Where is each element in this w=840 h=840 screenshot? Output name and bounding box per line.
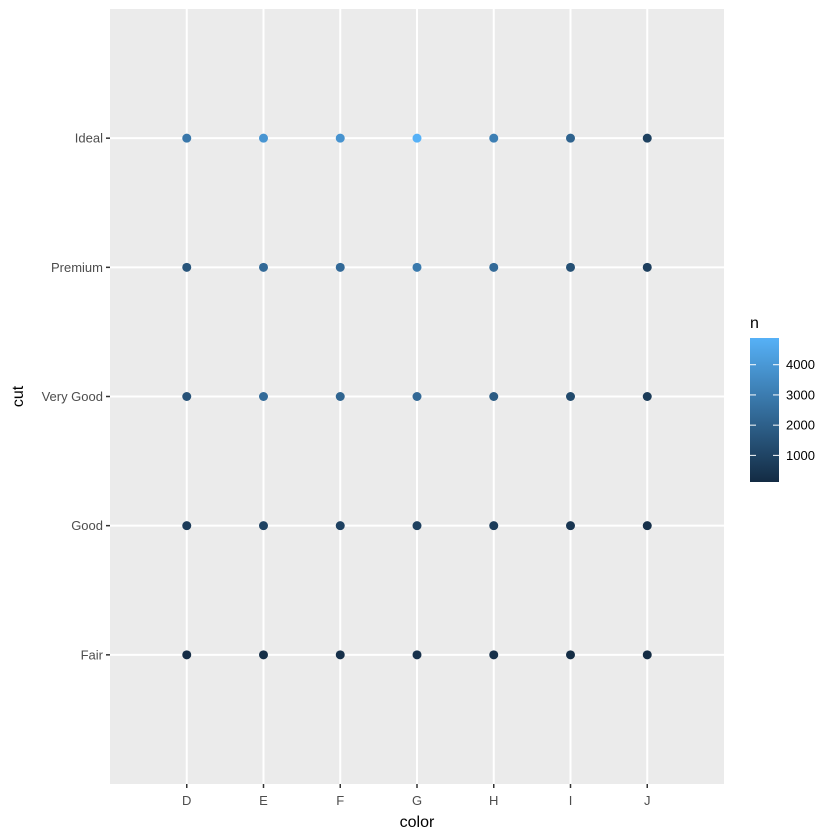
x-tick-label: G (412, 793, 422, 808)
x-tick-label: I (569, 793, 573, 808)
legend-tick-label: 2000 (786, 418, 815, 433)
y-tick-label: Fair (81, 647, 104, 662)
data-point (182, 133, 192, 143)
x-axis: D E F G H I J (182, 784, 651, 808)
data-point (335, 262, 345, 272)
x-tick-label: F (336, 793, 344, 808)
data-point (489, 650, 499, 660)
data-point (412, 650, 422, 660)
data-point (566, 133, 575, 143)
legend-title: n (750, 315, 759, 332)
data-point (259, 521, 268, 531)
legend: n 1000 2000 3000 4000 (750, 315, 815, 482)
data-point (412, 392, 422, 401)
data-point (489, 262, 499, 272)
data-point (335, 133, 345, 143)
y-axis: Fair Good Very Good Premium Ideal (42, 131, 110, 662)
data-point (642, 133, 652, 143)
y-tick-label: Very Good (42, 389, 103, 404)
data-point (566, 650, 575, 660)
data-point (642, 521, 652, 531)
legend-colorbar (750, 338, 779, 482)
data-point (489, 392, 499, 401)
data-point (335, 650, 345, 660)
legend-tick-label: 1000 (786, 448, 815, 463)
legend-ticks: 1000 2000 3000 4000 (750, 357, 815, 463)
y-tick-label: Premium (51, 260, 103, 275)
data-point (259, 392, 268, 401)
x-tick-label: H (489, 793, 498, 808)
y-axis-title: cut (10, 385, 27, 407)
data-point (566, 392, 575, 401)
data-point (259, 650, 268, 660)
data-point (566, 521, 575, 531)
data-point (566, 262, 575, 272)
data-point (335, 521, 345, 531)
data-point (642, 650, 652, 660)
data-point (182, 521, 192, 531)
data-point (489, 521, 499, 531)
legend-tick-label: 4000 (786, 357, 815, 372)
data-point (412, 262, 422, 272)
data-point (412, 133, 422, 143)
x-axis-title: color (400, 814, 435, 831)
legend-tick-label: 3000 (786, 387, 815, 402)
data-point (642, 262, 652, 272)
data-point (642, 392, 652, 401)
data-point (182, 650, 192, 660)
data-point (259, 133, 268, 143)
data-point (182, 262, 192, 272)
data-points (182, 133, 652, 660)
data-point (259, 262, 268, 272)
y-tick-label: Ideal (75, 131, 103, 146)
data-point (182, 392, 192, 401)
y-tick-label: Good (71, 518, 103, 533)
x-tick-label: D (182, 793, 191, 808)
data-point (489, 133, 499, 143)
x-tick-label: J (644, 793, 651, 808)
x-tick-label: E (259, 793, 268, 808)
data-point (335, 392, 345, 401)
data-point (412, 521, 422, 531)
